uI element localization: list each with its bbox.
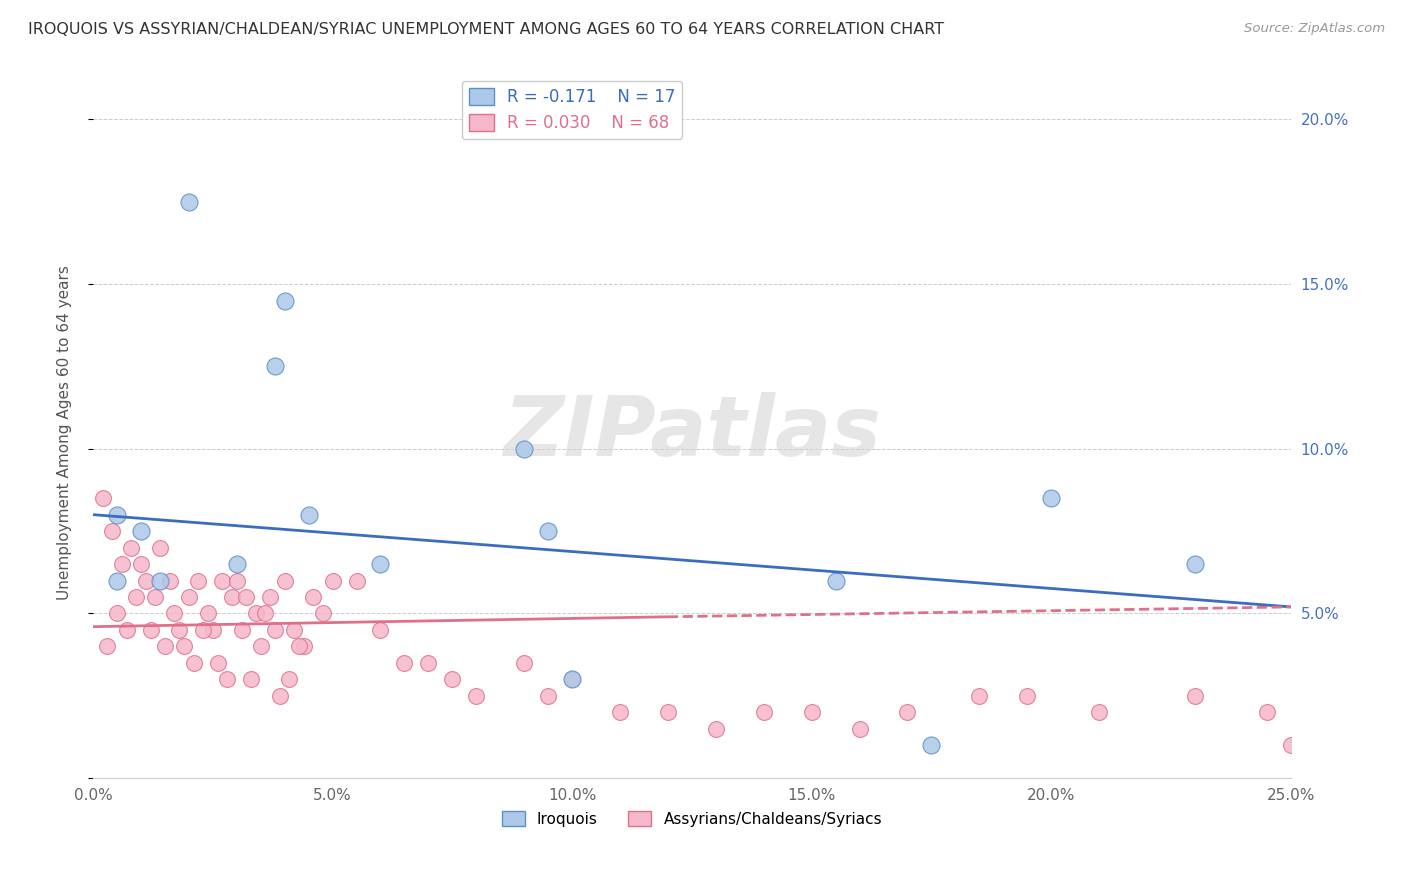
- Point: [346, 574, 368, 588]
- Point: [312, 607, 335, 621]
- Point: [135, 574, 157, 588]
- Point: [704, 722, 727, 736]
- Point: [896, 706, 918, 720]
- Point: [231, 623, 253, 637]
- Point: [91, 491, 114, 506]
- Point: [273, 574, 295, 588]
- Point: [249, 640, 271, 654]
- Point: [201, 623, 224, 637]
- Point: [824, 574, 846, 588]
- Point: [269, 689, 291, 703]
- Point: [1184, 689, 1206, 703]
- Text: Source: ZipAtlas.com: Source: ZipAtlas.com: [1244, 22, 1385, 36]
- Point: [259, 590, 281, 604]
- Point: [288, 640, 311, 654]
- Point: [752, 706, 775, 720]
- Point: [177, 194, 200, 209]
- Point: [149, 574, 172, 588]
- Point: [211, 574, 233, 588]
- Point: [297, 508, 319, 522]
- Point: [264, 359, 287, 374]
- Point: [173, 640, 195, 654]
- Point: [225, 574, 247, 588]
- Point: [183, 656, 205, 670]
- Text: IROQUOIS VS ASSYRIAN/CHALDEAN/SYRIAC UNEMPLOYMENT AMONG AGES 60 TO 64 YEARS CORR: IROQUOIS VS ASSYRIAN/CHALDEAN/SYRIAC UNE…: [28, 22, 945, 37]
- Point: [465, 689, 488, 703]
- Point: [129, 557, 152, 571]
- Point: [96, 640, 118, 654]
- Point: [1088, 706, 1111, 720]
- Point: [800, 706, 823, 720]
- Point: [177, 590, 200, 604]
- Legend: Iroquois, Assyrians/Chaldeans/Syriacs: Iroquois, Assyrians/Chaldeans/Syriacs: [495, 805, 889, 833]
- Point: [302, 590, 325, 604]
- Point: [264, 623, 287, 637]
- Point: [537, 689, 560, 703]
- Point: [609, 706, 631, 720]
- Point: [143, 590, 166, 604]
- Point: [370, 557, 392, 571]
- Point: [217, 673, 239, 687]
- Point: [197, 607, 219, 621]
- Point: [561, 673, 583, 687]
- Point: [101, 524, 124, 538]
- Point: [441, 673, 464, 687]
- Point: [105, 607, 128, 621]
- Point: [920, 739, 942, 753]
- Point: [513, 442, 536, 456]
- Point: [245, 607, 267, 621]
- Point: [848, 722, 870, 736]
- Point: [561, 673, 583, 687]
- Point: [513, 656, 536, 670]
- Point: [163, 607, 186, 621]
- Point: [394, 656, 416, 670]
- Point: [1040, 491, 1063, 506]
- Point: [370, 623, 392, 637]
- Point: [278, 673, 301, 687]
- Point: [254, 607, 277, 621]
- Point: [1256, 706, 1278, 720]
- Point: [159, 574, 181, 588]
- Point: [105, 574, 128, 588]
- Point: [240, 673, 263, 687]
- Point: [115, 623, 138, 637]
- Point: [193, 623, 215, 637]
- Point: [657, 706, 679, 720]
- Point: [149, 541, 172, 555]
- Point: [153, 640, 176, 654]
- Y-axis label: Unemployment Among Ages 60 to 64 years: Unemployment Among Ages 60 to 64 years: [58, 265, 72, 599]
- Text: ZIPatlas: ZIPatlas: [503, 392, 880, 473]
- Point: [1279, 739, 1302, 753]
- Point: [120, 541, 142, 555]
- Point: [207, 656, 229, 670]
- Point: [969, 689, 991, 703]
- Point: [111, 557, 134, 571]
- Point: [225, 557, 247, 571]
- Point: [125, 590, 148, 604]
- Point: [235, 590, 257, 604]
- Point: [221, 590, 243, 604]
- Point: [1184, 557, 1206, 571]
- Point: [537, 524, 560, 538]
- Point: [418, 656, 440, 670]
- Point: [187, 574, 209, 588]
- Point: [139, 623, 162, 637]
- Point: [283, 623, 305, 637]
- Point: [273, 293, 295, 308]
- Point: [322, 574, 344, 588]
- Point: [129, 524, 152, 538]
- Point: [292, 640, 315, 654]
- Point: [167, 623, 190, 637]
- Point: [1017, 689, 1039, 703]
- Point: [105, 508, 128, 522]
